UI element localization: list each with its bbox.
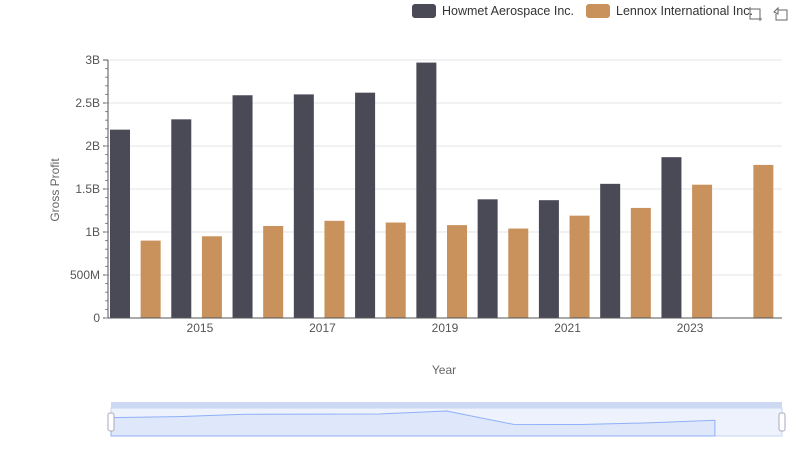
x-tick-label: 2023 xyxy=(677,321,704,335)
bar-lennox xyxy=(508,228,529,318)
bar-howmet xyxy=(232,95,253,318)
y-axis-label: Gross Profit xyxy=(48,158,62,222)
bar-howmet xyxy=(600,183,621,318)
bar-lennox xyxy=(630,207,651,318)
bar-lennox xyxy=(263,225,284,318)
x-axis: 2015 2017 2019 2021 2023 xyxy=(108,317,782,335)
bar-howmet xyxy=(355,92,376,319)
bar-lennox xyxy=(447,225,467,318)
bar-lennox xyxy=(385,222,406,318)
legend-item-howmet[interactable]: Howmet Aerospace Inc. xyxy=(412,4,574,18)
bar-howmet xyxy=(293,94,314,319)
y-tick-label: 2B xyxy=(85,139,100,153)
restore-icon[interactable] xyxy=(773,6,789,22)
y-tick-label: 2.5B xyxy=(75,96,100,110)
legend-label-howmet: Howmet Aerospace Inc. xyxy=(442,4,575,18)
x-axis-label: Year xyxy=(432,363,456,377)
x-tick-label: 2021 xyxy=(554,321,581,335)
legend-swatch-howmet xyxy=(412,4,436,18)
bar-lennox xyxy=(140,240,161,318)
bar-lennox xyxy=(569,215,590,318)
bar-howmet xyxy=(416,62,437,318)
toolbox xyxy=(747,6,789,22)
bars xyxy=(110,62,774,319)
y-tick-label: 500M xyxy=(70,268,100,282)
x-tick-label: 2019 xyxy=(432,321,459,335)
bar-howmet xyxy=(538,200,559,318)
legend: Howmet Aerospace Inc. Lennox Internation… xyxy=(412,4,753,18)
bar-howmet xyxy=(477,199,498,318)
x-tick-label: 2017 xyxy=(309,321,336,335)
x-tick-label: 2015 xyxy=(187,321,214,335)
slider-handle-left xyxy=(107,412,115,432)
bar-howmet xyxy=(110,129,130,318)
y-tick-label: 0 xyxy=(93,311,100,325)
slider-handle-right xyxy=(778,412,786,432)
legend-swatch-lennox xyxy=(586,4,611,18)
data-zoom-slider[interactable] xyxy=(107,402,786,437)
bar-lennox xyxy=(201,236,222,318)
slider-top-bar xyxy=(111,402,782,408)
bar-lennox xyxy=(753,164,774,318)
bar-howmet xyxy=(171,119,192,318)
slider-area xyxy=(110,410,716,437)
bar-lennox xyxy=(692,184,713,318)
bar-lennox xyxy=(324,220,345,318)
y-tick-label: 1B xyxy=(85,225,100,239)
y-tick-label: 1.5B xyxy=(75,182,100,196)
data-zoom-icon[interactable] xyxy=(747,6,763,22)
y-axis: 0 500M 1B 1.5B 2B 2.5B 3B xyxy=(70,53,109,325)
legend-label-lennox: Lennox International Inc. xyxy=(616,4,753,18)
legend-item-lennox[interactable]: Lennox International Inc. xyxy=(586,4,753,18)
bar-howmet xyxy=(661,157,682,318)
y-tick-label: 3B xyxy=(85,53,100,67)
